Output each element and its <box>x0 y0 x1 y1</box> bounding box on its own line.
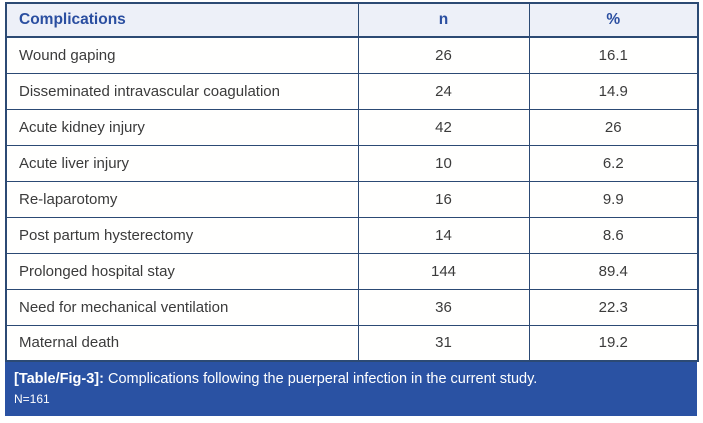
n-value: 144 <box>357 252 530 290</box>
caption-sample-size: N=161 <box>14 392 50 406</box>
table-row: Re-laparotomy 16 9.9 <box>5 180 699 218</box>
complication-label: Prolonged hospital stay <box>5 252 359 290</box>
percent-value: 89.4 <box>528 252 699 290</box>
n-value: 14 <box>357 216 530 254</box>
complication-label: Need for mechanical ventilation <box>5 288 359 326</box>
percent-value: 16.1 <box>528 36 699 74</box>
percent-value: 19.2 <box>528 324 699 362</box>
complication-label: Acute kidney injury <box>5 108 359 146</box>
percent-value: 22.3 <box>528 288 699 326</box>
n-value: 16 <box>357 180 530 218</box>
table-header-row: Complications n % <box>5 2 699 38</box>
table-row: Maternal death 31 19.2 <box>5 324 699 362</box>
caption-text: Complications following the puerperal in… <box>103 371 538 387</box>
column-header-n: n <box>357 2 530 38</box>
complications-table: Complications n % Wound gaping 26 16.1 D… <box>5 2 699 362</box>
complication-label: Acute liver injury <box>5 144 359 182</box>
percent-value: 8.6 <box>528 216 699 254</box>
complication-label: Re-laparotomy <box>5 180 359 218</box>
complication-label: Post partum hysterectomy <box>5 216 359 254</box>
table-row: Prolonged hospital stay 144 89.4 <box>5 252 699 290</box>
column-header-complications: Complications <box>5 2 359 38</box>
table-row: Post partum hysterectomy 14 8.6 <box>5 216 699 254</box>
complication-label: Wound gaping <box>5 36 359 74</box>
table-row: Acute kidney injury 42 26 <box>5 108 699 146</box>
complication-label: Maternal death <box>5 324 359 362</box>
table-caption-band: [Table/Fig-3]: Complications following t… <box>5 362 697 416</box>
table-row: Need for mechanical ventilation 36 22.3 <box>5 288 699 326</box>
table-row: Acute liver injury 10 6.2 <box>5 144 699 182</box>
n-value: 24 <box>357 72 530 110</box>
n-value: 42 <box>357 108 530 146</box>
percent-value: 6.2 <box>528 144 699 182</box>
caption-figure-label: [Table/Fig-3]: <box>14 371 104 387</box>
percent-value: 26 <box>528 108 699 146</box>
complication-label: Disseminated intravascular coagulation <box>5 72 359 110</box>
percent-value: 9.9 <box>528 180 699 218</box>
table-caption: [Table/Fig-3]: Complications following t… <box>14 369 688 389</box>
n-value: 10 <box>357 144 530 182</box>
table-row: Disseminated intravascular coagulation 2… <box>5 72 699 110</box>
table-figure: Complications n % Wound gaping 26 16.1 D… <box>5 2 699 416</box>
n-value: 31 <box>357 324 530 362</box>
n-value: 26 <box>357 36 530 74</box>
percent-value: 14.9 <box>528 72 699 110</box>
table-row: Wound gaping 26 16.1 <box>5 36 699 74</box>
n-value: 36 <box>357 288 530 326</box>
column-header-percent: % <box>528 2 699 38</box>
